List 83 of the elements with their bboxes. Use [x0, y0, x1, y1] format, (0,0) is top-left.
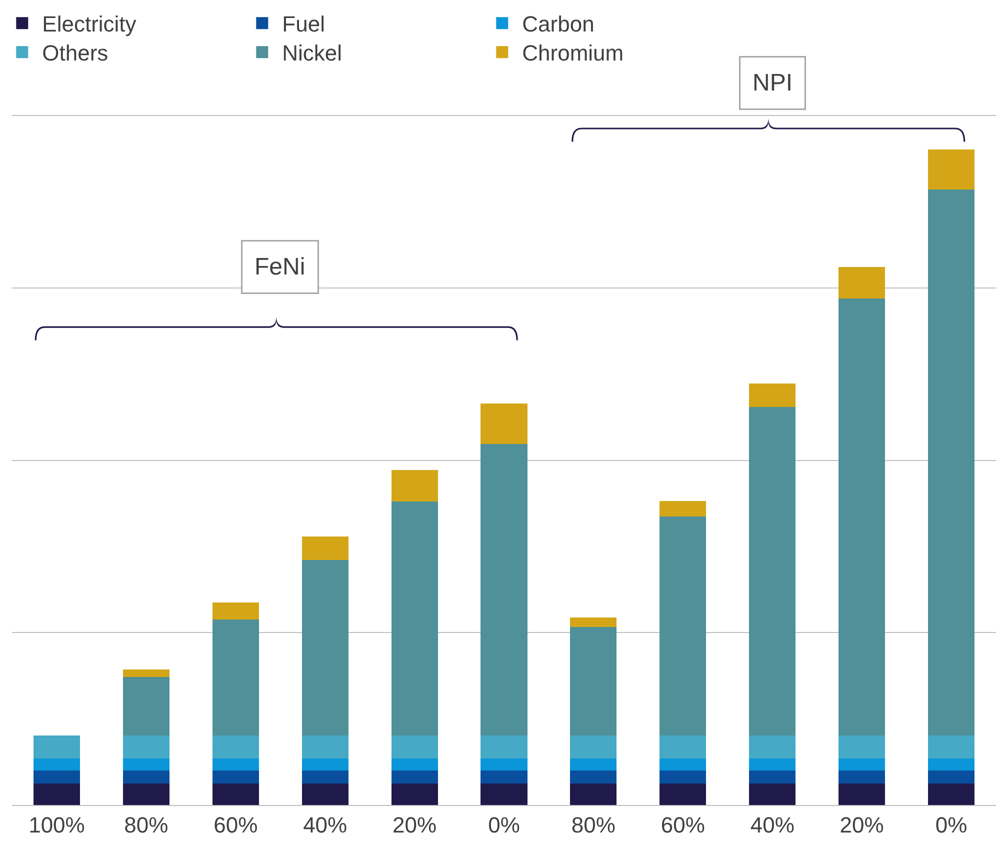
- bar: [480, 783, 528, 805]
- bar: [570, 626, 617, 736]
- bar: [122, 677, 170, 736]
- bar: [570, 770, 617, 784]
- bar: [660, 758, 706, 770]
- x-tick-label: 40%: [750, 812, 794, 838]
- legend-label: Electricity: [42, 12, 136, 37]
- bar: [928, 150, 975, 190]
- bar: [660, 516, 706, 736]
- bar: [838, 770, 886, 784]
- x-tick-label: 60%: [214, 812, 258, 838]
- bar: [928, 783, 975, 805]
- bar: [570, 783, 617, 805]
- bar: [122, 736, 170, 758]
- bar: [749, 736, 796, 758]
- bar: [302, 536, 348, 560]
- bar: [302, 783, 348, 805]
- bar: [838, 783, 886, 805]
- bar: [212, 758, 259, 770]
- legend-label: Nickel: [282, 40, 342, 66]
- legend-label: Carbon: [522, 12, 594, 37]
- bar: [928, 736, 975, 758]
- bar: [660, 736, 706, 758]
- x-tick-label: 60%: [660, 812, 705, 838]
- bar: [212, 602, 259, 620]
- bar: [212, 620, 259, 736]
- bar: [391, 783, 438, 805]
- x-tick-label: 40%: [303, 812, 348, 838]
- legend-label: Fuel: [282, 12, 325, 37]
- bar: [302, 736, 348, 758]
- bar: [928, 190, 975, 736]
- bar: [122, 783, 170, 805]
- bar: [928, 758, 975, 770]
- bar: [838, 267, 886, 298]
- bar: [749, 770, 796, 784]
- bar: [480, 770, 528, 784]
- bar: [122, 669, 170, 678]
- bar: [122, 758, 170, 770]
- bar: [33, 736, 80, 758]
- bar: [838, 736, 886, 758]
- bar: [302, 560, 348, 736]
- legend-label: Chromium: [522, 40, 624, 66]
- bar: [302, 758, 348, 770]
- x-tick-label: 20%: [840, 812, 884, 838]
- annotation: FeNi: [254, 254, 306, 280]
- bar: [33, 758, 80, 770]
- x-tick-label: 100%: [28, 812, 85, 838]
- bar: [749, 758, 796, 770]
- bar: [570, 618, 617, 627]
- x-tick-label: 80%: [124, 812, 168, 838]
- bar: [749, 407, 796, 736]
- bar: [212, 770, 259, 784]
- bar: [302, 770, 348, 784]
- bar: [660, 500, 706, 517]
- bar: [660, 770, 706, 784]
- x-tick-label: 0%: [488, 812, 520, 838]
- bar: [838, 298, 886, 736]
- bar: [570, 736, 617, 758]
- bar: [212, 783, 259, 805]
- bar: [33, 770, 80, 784]
- bar: [391, 470, 438, 502]
- bar: [928, 770, 975, 784]
- bar: [212, 736, 259, 758]
- bar: [391, 770, 438, 784]
- text: NPI: [752, 70, 793, 96]
- x-tick-label: 20%: [392, 812, 437, 838]
- bar: [660, 783, 706, 805]
- x-tick-label: 0%: [935, 812, 968, 838]
- bar: [122, 770, 170, 784]
- bar: [391, 736, 438, 758]
- bar: [480, 403, 528, 444]
- bar: [480, 444, 528, 736]
- bar: [480, 758, 528, 770]
- legend-label: Others: [42, 40, 108, 66]
- bar: [391, 502, 438, 736]
- bar: [33, 783, 80, 805]
- bar: [391, 758, 438, 770]
- bar: [749, 783, 796, 805]
- bar: [838, 758, 886, 770]
- bar: [480, 736, 528, 758]
- bar: [749, 384, 796, 408]
- x-tick-label: 80%: [571, 812, 616, 838]
- bar: [570, 758, 617, 770]
